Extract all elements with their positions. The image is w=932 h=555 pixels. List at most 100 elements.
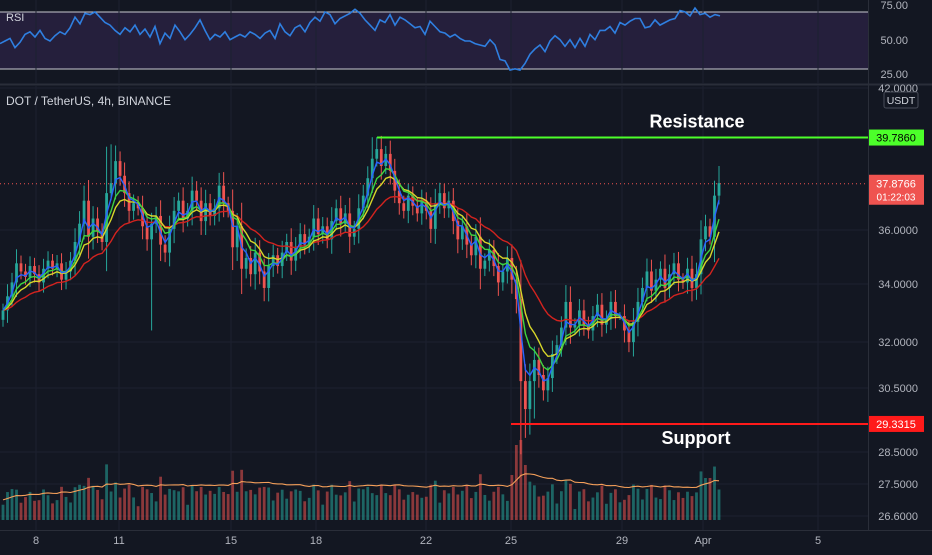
candle-body: [118, 161, 122, 176]
volume-bar: [618, 502, 622, 520]
volume-bar: [222, 491, 226, 520]
volume-bar: [717, 489, 721, 520]
candle-body: [438, 193, 442, 204]
volume-bar: [451, 487, 455, 520]
rsi-overbought-oversold-band: [0, 12, 868, 69]
volume-bar: [447, 493, 451, 520]
candle-body: [190, 190, 194, 211]
volume-bar: [379, 484, 383, 520]
volume-bar: [6, 492, 9, 520]
candle-body: [388, 153, 392, 171]
volume-bar: [645, 488, 649, 520]
rsi-tick-label: 50.00: [880, 35, 908, 47]
candle-body: [150, 223, 153, 240]
support-resistance-levels: Resistance Support: [0, 112, 868, 448]
volume-bar: [406, 494, 410, 520]
volume-bar: [348, 481, 352, 520]
candle-body: [195, 190, 199, 201]
volume-bar: [244, 491, 248, 520]
candle-body: [564, 301, 568, 328]
volume-bar: [87, 477, 90, 520]
volume-bar: [325, 491, 329, 520]
volume-bar: [438, 502, 442, 520]
candle-countdown-label: 01:22:03: [877, 193, 916, 204]
volume-bar: [559, 491, 563, 520]
volume-bar: [82, 485, 86, 520]
volume-bar: [172, 490, 176, 520]
volume-bar: [465, 485, 469, 520]
candle-body: [654, 279, 658, 291]
candle-body: [537, 359, 541, 376]
volume-bar: [42, 489, 45, 520]
volume-bar: [411, 492, 415, 520]
volume-bar: [514, 445, 518, 520]
volume-bar: [433, 480, 437, 520]
volume-bar: [654, 497, 658, 520]
price-tick-label: 34.0000: [878, 279, 918, 291]
volume-bar: [388, 495, 392, 520]
candle-body: [163, 244, 167, 253]
volume-bar: [510, 475, 514, 520]
candle-body: [321, 226, 325, 235]
moving-average-line: [2, 176, 720, 358]
volume-bar: [357, 488, 361, 520]
candle-body: [456, 221, 460, 240]
volume-bar: [704, 478, 707, 520]
volume-bar: [501, 494, 505, 520]
volume-bar: [213, 493, 217, 520]
volume-bar: [78, 484, 81, 520]
volume-bar: [312, 484, 316, 520]
volume-bar: [28, 491, 32, 520]
candle-body: [141, 208, 144, 227]
volume-bar: [632, 484, 635, 520]
candle-body: [496, 266, 500, 283]
volume-bar: [145, 489, 149, 520]
volume-bar: [343, 492, 347, 520]
candle-body: [285, 241, 289, 253]
volume-bar: [487, 500, 491, 520]
candle-body: [555, 345, 559, 354]
price-tick-label: 28.5000: [878, 447, 918, 459]
volume-bar: [24, 497, 27, 520]
volume-bar: [478, 474, 482, 520]
candle-body: [258, 252, 262, 272]
rsi-tick-label: 75.00: [880, 0, 908, 12]
candle-body: [19, 263, 23, 272]
currency-badge[interactable]: [883, 91, 919, 109]
volume-bar: [483, 494, 487, 520]
volume-bar: [591, 497, 595, 520]
volume-bar: [159, 476, 163, 520]
support-price-tag: [869, 415, 924, 432]
candle-body: [650, 271, 653, 291]
volume-bar: [546, 491, 550, 520]
volume-bar: [650, 484, 653, 520]
volume-bar: [523, 465, 527, 520]
candle-body: [87, 200, 90, 237]
volume-bar: [469, 498, 473, 520]
volume-bar: [384, 493, 388, 520]
candle-body: [523, 381, 527, 410]
candle-body: [379, 149, 383, 166]
volume-bar: [163, 494, 167, 520]
candle-body: [298, 234, 302, 248]
time-tick-label: 8: [33, 535, 39, 547]
candle-body: [596, 304, 599, 317]
candle-body: [532, 359, 536, 382]
candle-body: [109, 183, 113, 194]
volume-bar: [190, 485, 194, 520]
volume-bar: [69, 502, 72, 520]
volume-bar: [519, 440, 523, 520]
volume-bar: [132, 497, 135, 520]
candle-body: [253, 252, 257, 275]
candle-body: [46, 260, 50, 269]
volume-bar: [442, 490, 446, 520]
volume-bar: [708, 478, 712, 520]
candle-body: [181, 200, 185, 219]
volume-bar: [397, 489, 401, 520]
volume-bar: [195, 491, 199, 520]
volume-bar: [370, 493, 374, 520]
resistance-label: Resistance: [649, 112, 744, 132]
volume-bar: [537, 496, 541, 520]
candle-body: [33, 266, 36, 275]
candle-body: [393, 170, 397, 191]
